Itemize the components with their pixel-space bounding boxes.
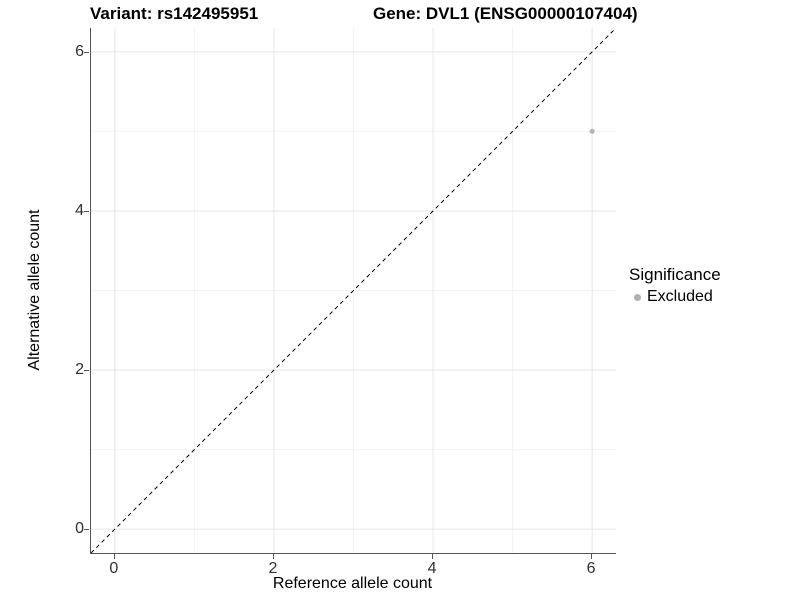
plot-title-variant: Variant: rs142495951 bbox=[90, 4, 259, 23]
legend-item-excluded: Excluded bbox=[629, 288, 721, 306]
y-axis-tick-mark bbox=[84, 51, 89, 53]
identity-reference-line bbox=[91, 28, 616, 553]
legend-item-label: Excluded bbox=[647, 288, 713, 305]
x-axis-tick-mark bbox=[113, 554, 115, 559]
legend-title: Significance bbox=[629, 265, 721, 284]
y-axis-tick-mark bbox=[84, 529, 89, 531]
y-axis-tick-label: 4 bbox=[75, 201, 84, 219]
plot-panel bbox=[90, 28, 616, 554]
x-axis-tick-label: 4 bbox=[427, 560, 437, 577]
legend-marker-circle-icon bbox=[634, 293, 641, 301]
x-axis-tick-mark bbox=[432, 554, 434, 559]
y-axis-title: Alternative allele count bbox=[26, 209, 43, 371]
y-axis-tick-mark bbox=[84, 370, 89, 372]
y-axis-tick-label: 6 bbox=[75, 42, 84, 60]
y-axis-tick-label: 0 bbox=[75, 520, 84, 538]
x-axis-tick-label: 6 bbox=[586, 560, 596, 577]
legend: Significance Excluded bbox=[629, 265, 721, 306]
x-axis-tick-label: 2 bbox=[268, 560, 278, 577]
y-axis-tick-mark bbox=[84, 210, 89, 212]
data-point bbox=[589, 128, 595, 134]
plot-title-gene: Gene: DVL1 (ENSG00000107404) bbox=[373, 4, 638, 23]
y-axis-tick-label: 2 bbox=[75, 361, 84, 379]
x-axis-tick-mark bbox=[272, 554, 274, 559]
plot-area-svg bbox=[91, 28, 616, 553]
x-axis-tick-label: 0 bbox=[109, 560, 119, 577]
x-axis-title: Reference allele count bbox=[272, 575, 433, 592]
x-axis-tick-mark bbox=[591, 554, 593, 559]
